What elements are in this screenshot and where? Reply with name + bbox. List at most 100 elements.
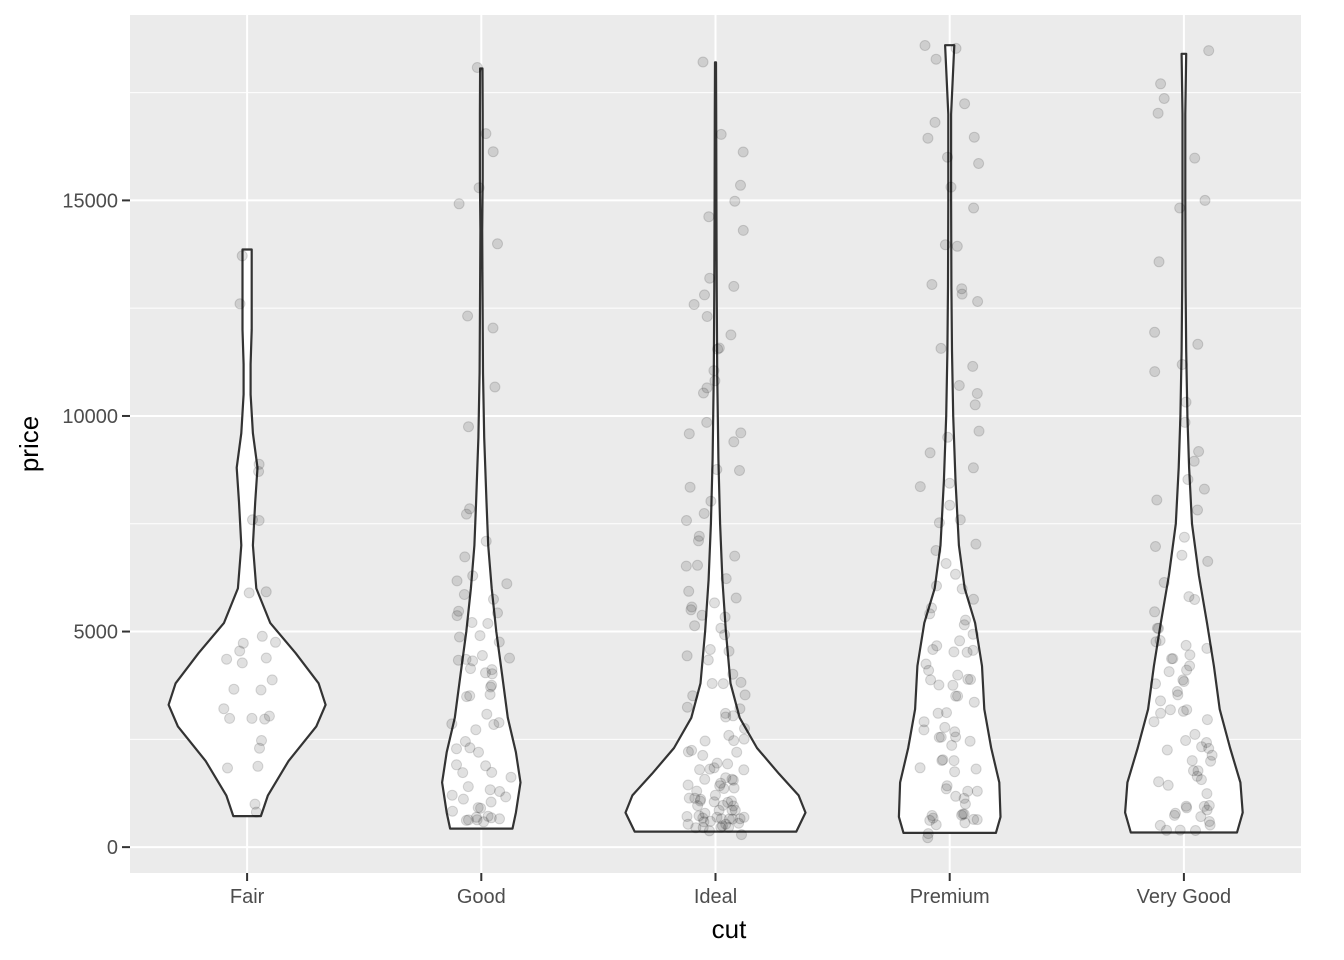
x-axis-title: cut: [712, 914, 747, 944]
data-point: [480, 760, 492, 772]
data-point: [457, 793, 469, 805]
data-point: [1201, 737, 1212, 748]
data-point: [941, 707, 952, 719]
data-point: [1181, 704, 1193, 716]
data-point: [929, 116, 941, 128]
data-point: [1188, 455, 1200, 467]
data-point: [704, 644, 716, 655]
data-point: [451, 610, 463, 622]
data-point: [690, 822, 702, 834]
data-point: [712, 343, 724, 355]
data-point: [447, 805, 458, 817]
data-point: [970, 538, 982, 550]
data-point: [218, 703, 230, 715]
data-point: [1202, 555, 1214, 567]
data-point: [1178, 676, 1190, 687]
data-point: [1184, 649, 1196, 661]
data-point: [689, 620, 701, 632]
data-point: [729, 804, 741, 816]
data-point: [1203, 45, 1215, 57]
data-point: [701, 382, 713, 394]
data-point: [1188, 765, 1199, 777]
data-point: [1196, 741, 1208, 753]
data-point: [950, 42, 962, 54]
data-point: [935, 731, 947, 743]
data-point: [705, 495, 717, 507]
data-point: [1155, 695, 1166, 707]
data-point: [243, 587, 255, 599]
violin-fair: [167, 248, 327, 818]
data-point: [1192, 765, 1204, 777]
data-point: [1177, 674, 1189, 686]
data-point: [1181, 664, 1193, 676]
data-point: [738, 811, 750, 823]
data-point: [1150, 636, 1162, 648]
data-point: [954, 514, 966, 526]
data-point: [480, 535, 492, 547]
data-point: [1180, 800, 1192, 812]
violin-very-good: [1124, 52, 1244, 834]
data-point: [234, 645, 246, 657]
data-point: [927, 812, 939, 824]
data-point: [728, 280, 740, 292]
data-point: [1154, 635, 1166, 646]
data-point: [728, 436, 740, 448]
data-point: [944, 477, 956, 489]
data-point: [714, 780, 726, 792]
data-point: [478, 816, 490, 828]
data-point: [729, 195, 741, 207]
data-point: [463, 421, 474, 433]
data-point: [973, 158, 985, 169]
data-point: [924, 447, 936, 459]
data-point: [719, 629, 731, 641]
data-point: [731, 746, 743, 758]
data-point: [252, 760, 264, 772]
data-point: [1193, 446, 1205, 457]
data-point: [489, 381, 501, 393]
data-point: [941, 780, 953, 792]
data-point: [719, 611, 731, 623]
violins: [167, 44, 1244, 834]
data-point: [927, 644, 939, 655]
data-point: [466, 617, 478, 628]
data-point: [699, 807, 711, 819]
data-point: [960, 614, 971, 626]
data-point: [693, 530, 705, 542]
data-point: [492, 607, 503, 619]
data-point: [945, 181, 957, 193]
y-axis-ticks: 0 5000 10000 15000: [62, 190, 130, 859]
data-point: [260, 652, 272, 664]
data-point: [699, 289, 710, 301]
data-point: [1154, 819, 1166, 831]
data-point: [951, 240, 963, 252]
data-point: [1195, 774, 1207, 786]
data-point: [727, 800, 739, 812]
data-point: [482, 618, 494, 629]
data-point: [711, 464, 723, 475]
y-tick-label: 0: [107, 837, 118, 859]
data-point: [1164, 704, 1176, 716]
data-point: [453, 605, 465, 617]
data-point: [958, 792, 970, 804]
data-point: [1162, 779, 1174, 791]
data-point: [685, 604, 697, 616]
data-point: [681, 701, 693, 713]
data-point: [1161, 744, 1173, 756]
data-point: [681, 811, 693, 822]
data-point: [457, 767, 469, 779]
data-point: [1150, 541, 1161, 552]
data-point: [939, 721, 951, 733]
data-point: [970, 763, 982, 775]
data-point: [1201, 788, 1213, 800]
data-point: [950, 690, 962, 702]
data-point: [968, 131, 980, 143]
data-point: [720, 707, 731, 719]
data-point: [486, 766, 498, 778]
data-point: [464, 742, 476, 754]
data-point: [954, 635, 966, 647]
data-point: [686, 744, 698, 756]
data-point: [715, 813, 727, 825]
data-point: [947, 679, 959, 691]
data-point: [228, 683, 240, 695]
